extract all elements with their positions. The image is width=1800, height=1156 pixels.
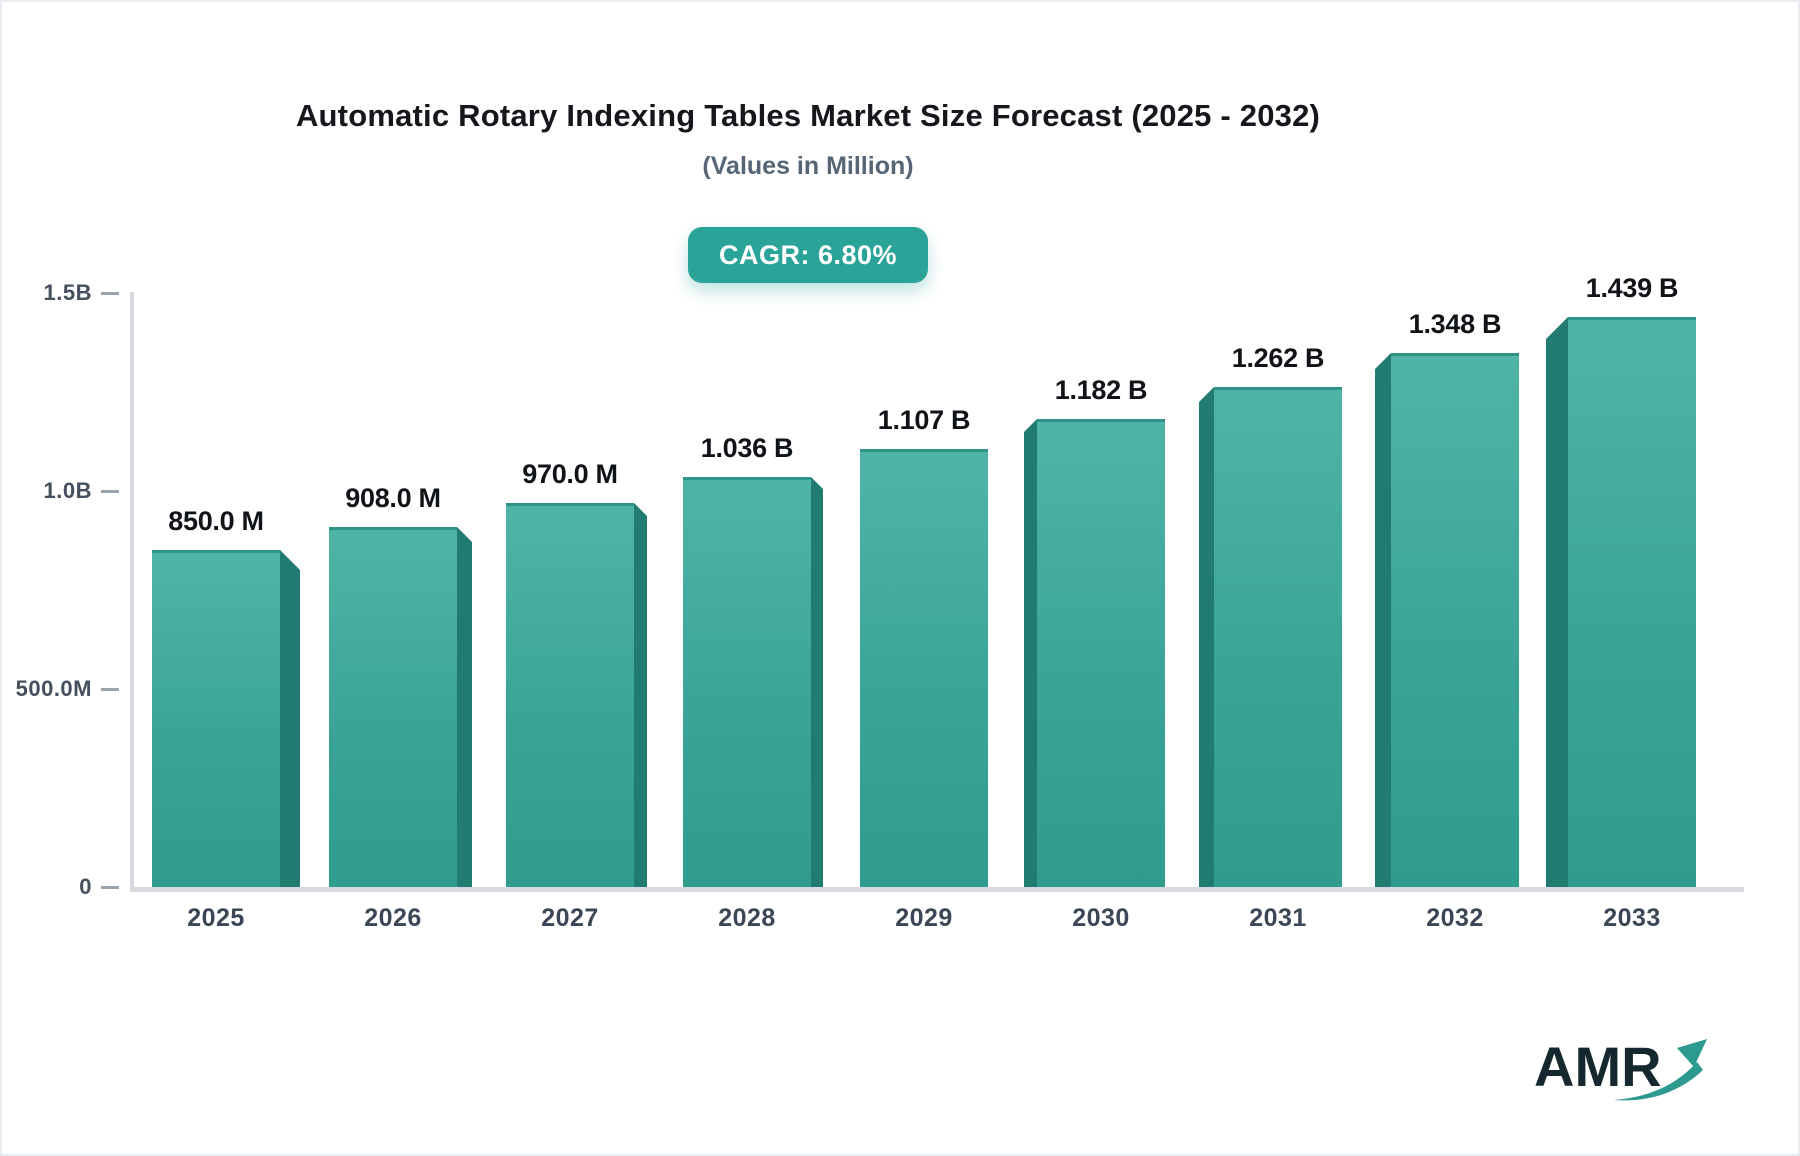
x-axis-label-2031: 2031 bbox=[1249, 904, 1307, 932]
x-axis-label-2030: 2030 bbox=[1072, 904, 1130, 932]
bar-2029[interactable] bbox=[860, 449, 988, 887]
y-axis-line bbox=[130, 292, 134, 892]
cagr-badge: CAGR: 6.80% bbox=[687, 227, 929, 283]
x-axis-label-2028: 2028 bbox=[718, 904, 776, 932]
bar-side-face bbox=[1024, 419, 1037, 887]
y-axis-tick-label: 1.5B bbox=[43, 280, 92, 305]
amr-logo-text: AMR bbox=[1534, 1035, 1662, 1098]
bar-side-face bbox=[280, 550, 300, 887]
bar-side-face bbox=[1199, 387, 1214, 887]
x-axis-label-2026: 2026 bbox=[364, 904, 422, 932]
bar-side-face bbox=[457, 527, 472, 887]
x-axis-label-2029: 2029 bbox=[895, 904, 953, 932]
growth-arrow-icon bbox=[1614, 1039, 1707, 1101]
y-axis-tick bbox=[101, 886, 119, 889]
y-axis-tick-label: 500.0M bbox=[15, 676, 92, 701]
x-axis-line bbox=[130, 887, 1744, 892]
x-axis-label-2025: 2025 bbox=[187, 904, 245, 932]
x-axis-label-2032: 2032 bbox=[1426, 904, 1484, 932]
x-axis-label-2027: 2027 bbox=[541, 904, 599, 932]
chart-title: Automatic Rotary Indexing Tables Market … bbox=[295, 98, 1321, 133]
chart-subtitle: (Values in Million) bbox=[702, 152, 914, 180]
bar-2032[interactable] bbox=[1391, 353, 1519, 887]
bar-2031[interactable] bbox=[1214, 387, 1342, 887]
x-axis-label-2033: 2033 bbox=[1603, 904, 1661, 932]
bar-value-label-2028: 1.036 B bbox=[700, 433, 794, 463]
bar-value-label-2031: 1.262 B bbox=[1231, 343, 1325, 373]
y-axis-tick bbox=[101, 688, 119, 691]
y-axis-tick-label: 1.0B bbox=[43, 478, 92, 503]
y-axis-tick-label: 0 bbox=[79, 874, 92, 899]
bar-2028[interactable] bbox=[683, 477, 811, 887]
y-axis-tick bbox=[101, 292, 119, 295]
bar-2033[interactable] bbox=[1568, 317, 1696, 887]
bar-side-face bbox=[811, 477, 823, 887]
bar-value-label-2030: 1.182 B bbox=[1054, 375, 1148, 405]
bar-value-label-2027: 970.0 M bbox=[522, 459, 618, 489]
bar-2030[interactable] bbox=[1037, 419, 1165, 887]
bar-2026[interactable] bbox=[329, 527, 457, 887]
bar-side-face bbox=[1375, 353, 1391, 887]
amr-logo: AMR bbox=[1534, 1034, 1724, 1124]
bar-value-label-2025: 850.0 M bbox=[168, 506, 264, 536]
bar-value-label-2026: 908.0 M bbox=[345, 483, 441, 513]
bar-value-label-2033: 1.439 B bbox=[1585, 273, 1679, 303]
bar-value-label-2029: 1.107 B bbox=[877, 405, 971, 435]
bar-value-label-2032: 1.348 B bbox=[1408, 309, 1502, 339]
bar-2025[interactable] bbox=[152, 550, 280, 887]
bar-2027[interactable] bbox=[506, 503, 634, 887]
bar-side-face bbox=[1546, 317, 1568, 887]
bar-side-face bbox=[634, 503, 647, 887]
y-axis-tick bbox=[101, 490, 119, 493]
